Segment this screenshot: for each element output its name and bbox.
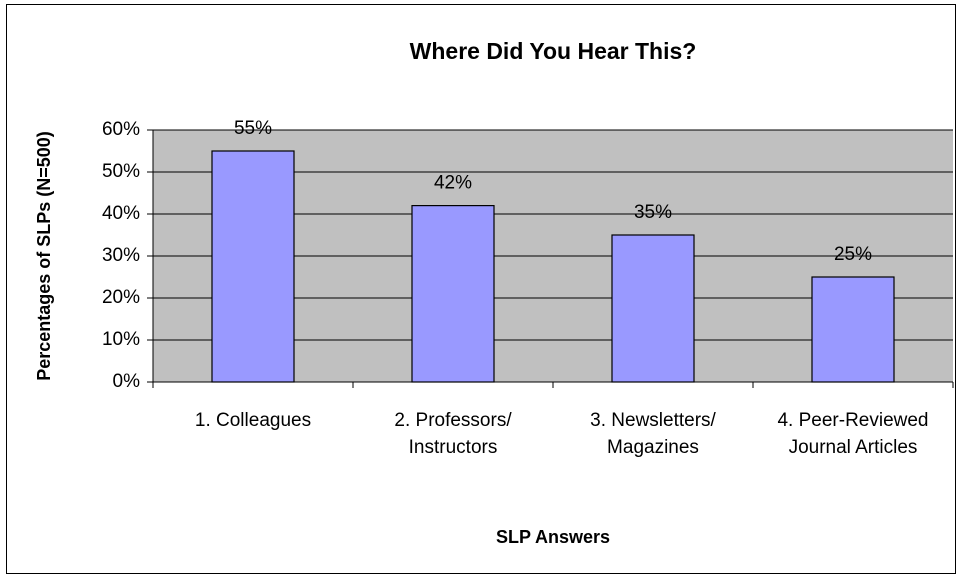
x-axis-label: SLP Answers <box>496 527 610 547</box>
bar <box>211 150 295 383</box>
bar <box>411 205 495 383</box>
bar <box>611 234 695 383</box>
value-label: 35% <box>634 202 672 223</box>
y-tick-label: 0% <box>113 371 141 392</box>
x-tick-label: 1. Colleagues <box>194 410 312 431</box>
chart-title: Where Did You Hear This? <box>410 38 697 64</box>
y-tick-label: 20% <box>102 287 140 308</box>
value-label: 55% <box>234 118 272 139</box>
value-label: 25% <box>834 244 872 265</box>
x-tick-label: 2. Professors/ Instructors <box>394 410 512 458</box>
y-axis-label: Percentages of SLPs (N=500) <box>34 131 54 381</box>
y-tick-label: 30% <box>102 245 140 266</box>
y-tick-label: 10% <box>102 329 140 350</box>
x-tick-label: 4. Peer-Reviewed Journal Articles <box>777 410 929 458</box>
x-tick-label: 3. Newsletters/ Magazines <box>590 410 716 458</box>
value-label: 42% <box>434 173 472 194</box>
bar <box>811 276 895 383</box>
y-tick-label: 40% <box>102 203 140 224</box>
y-tick-label: 50% <box>102 161 140 182</box>
y-tick-label: 60% <box>102 119 140 140</box>
